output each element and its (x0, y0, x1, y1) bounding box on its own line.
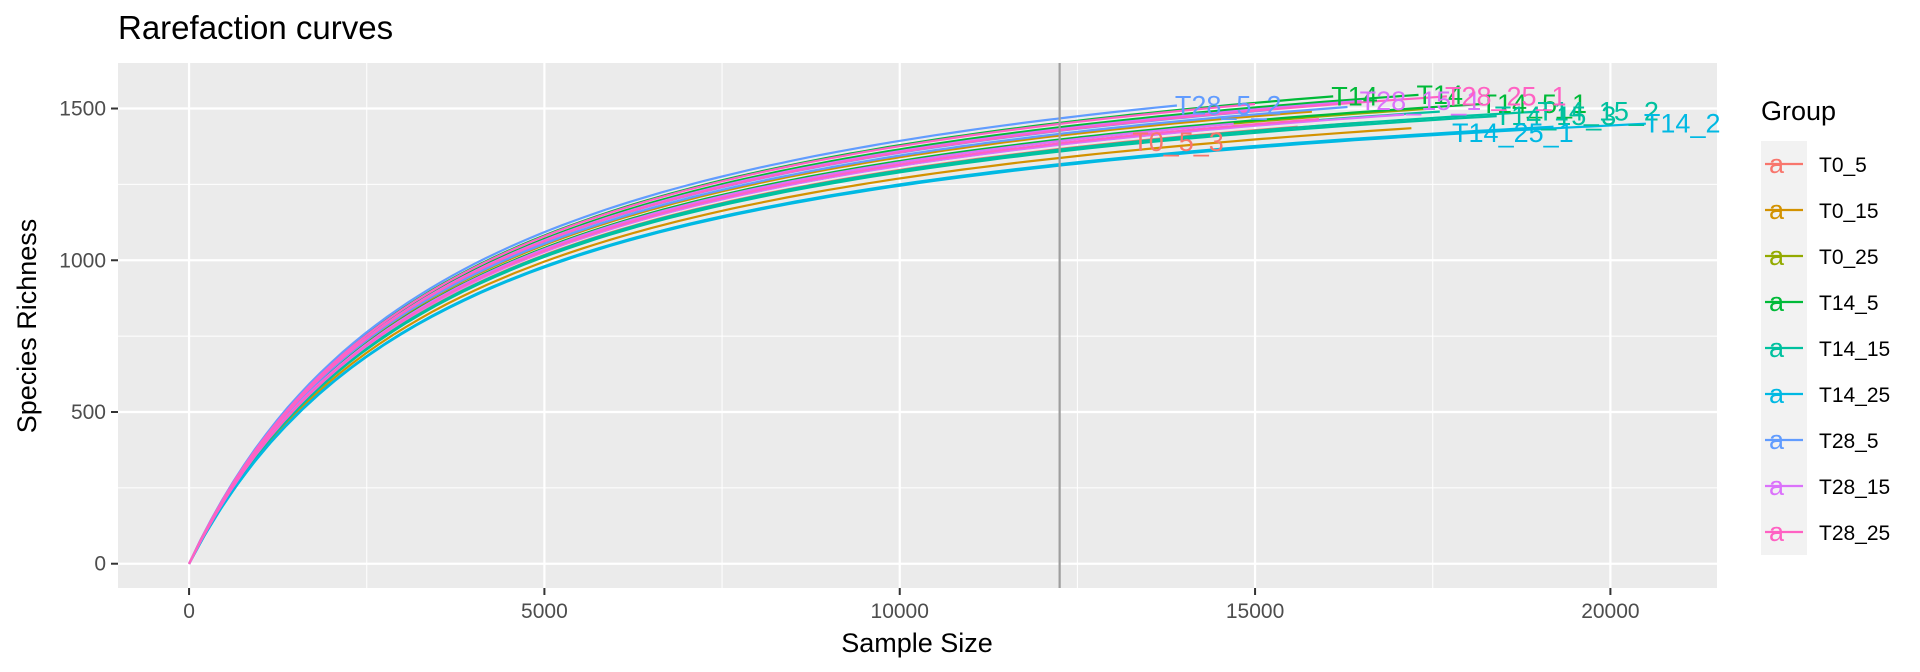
legend-item-T14_15: a T14_15 (1761, 325, 1890, 371)
x-axis-title: Sample Size (841, 628, 993, 658)
rarefaction-curve-T0_15 (188, 127, 1412, 565)
legend-label: T28_25 (1819, 522, 1890, 545)
legend-item-T28_5: a T28_5 (1761, 417, 1879, 463)
x-tick-label: 20000 (1581, 600, 1639, 623)
legend-item-T0_15: a T0_15 (1761, 187, 1879, 233)
curve-end-labels: T0_5_3 T14 T14 T14_5_1T14_15_3T14_15_2T14_2… (1132, 80, 1720, 157)
curve-end-label: T28_15_1 (1360, 86, 1482, 116)
legend-key-glyph: a (1769, 517, 1785, 547)
curve-end-label: T14 (1417, 80, 1464, 110)
curve-end-label: T14_2 (1644, 109, 1721, 139)
rarefaction-curve-T28_5 (188, 104, 1178, 565)
curve-end-label: T14_5_1 (1480, 89, 1587, 119)
y-tick-label: 1500 (59, 98, 106, 121)
curve-end-label: T14_15_2 (1537, 97, 1659, 127)
curve-end-label: T0_5_3 (1132, 127, 1224, 157)
major-gridlines (118, 63, 1717, 588)
legend-label: T14_25 (1819, 384, 1890, 407)
legend-key-glyph: a (1769, 379, 1785, 409)
x-tick-label: 15000 (1226, 600, 1284, 623)
legend-label: T0_15 (1819, 200, 1879, 223)
y-tick-label: 1000 (59, 249, 106, 272)
legend-key-glyph: a (1769, 195, 1785, 225)
curve-end-label: T28_25_1 (1445, 81, 1567, 111)
legend-key-glyph: a (1769, 287, 1785, 317)
legend-key-glyph: a (1769, 241, 1785, 271)
rarefaction-curve-T28_25 (188, 95, 1447, 565)
legend-label: T28_5 (1819, 430, 1879, 453)
y-tick-label: 500 (71, 401, 106, 424)
rarefaction-curve-T14_25 (188, 122, 1646, 565)
legend-item-T14_5: a T14_5 (1761, 279, 1879, 325)
legend-label: T28_15 (1819, 476, 1890, 499)
x-tick-label: 0 (183, 600, 195, 623)
curve-end-label: T28_5_2 (1175, 90, 1282, 120)
y-axis-title: Species Richness (12, 219, 42, 434)
legend-item-T0_5: a T0_5 (1761, 141, 1867, 187)
x-axis: 0 5000 10000 15000 20000 (183, 588, 1640, 623)
legend-label: T0_5 (1819, 154, 1867, 177)
legend-title: Group (1761, 96, 1836, 126)
x-tick-label: 5000 (521, 600, 568, 623)
legend: Group a T0_5a T0_15a T0_25a T14_5a T14_15a T14… (1761, 96, 1890, 555)
legend-label: T14_15 (1819, 338, 1890, 361)
legend-key-glyph: a (1769, 425, 1785, 455)
chart-title: Rarefaction curves (118, 9, 393, 46)
rarefaction-curve-T14_15 (188, 110, 1540, 565)
legend-key-glyph: a (1769, 471, 1785, 501)
legend-item-T14_25: a T14_25 (1761, 371, 1890, 417)
curve-end-label: T14_25_1 (1452, 118, 1574, 148)
legend-label: T14_5 (1819, 292, 1879, 315)
y-tick-label: 0 (94, 553, 106, 576)
rarefaction-curve-T28_25 (188, 102, 1256, 565)
legend-item-T28_15: a T28_15 (1761, 463, 1890, 509)
legend-label: T0_25 (1819, 246, 1879, 269)
rarefaction-curve-T28_25 (188, 118, 1320, 565)
curve-end-label: T14_15_3 (1495, 101, 1617, 131)
x-tick-label: 10000 (871, 600, 929, 623)
rarefaction-curve-T28_5 (188, 105, 1348, 565)
legend-key-glyph: a (1769, 149, 1785, 179)
curve-end-label: T14 (1331, 81, 1378, 111)
legend-item-T0_25: a T0_25 (1761, 233, 1879, 279)
legend-item-T28_25: a T28_25 (1761, 509, 1890, 555)
legend-key-glyph: a (1769, 333, 1785, 363)
y-axis: 0 500 1000 1500 (59, 98, 118, 576)
